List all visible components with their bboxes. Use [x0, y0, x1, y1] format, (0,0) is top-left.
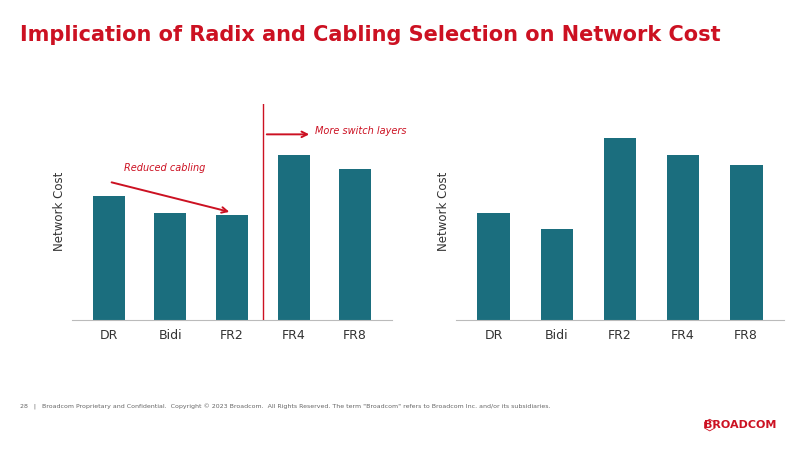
- Bar: [730, 165, 762, 320]
- Bar: [541, 229, 574, 320]
- Bar: [478, 212, 510, 320]
- Text: 64k GPU cluster, 512 radix capable switch: 64k GPU cluster, 512 radix capable switc…: [481, 83, 759, 96]
- Text: More switch layers: More switch layers: [315, 126, 406, 136]
- Text: 32k GPU cluster, 512 radix capable switch: 32k GPU cluster, 512 radix capable switc…: [93, 83, 371, 96]
- Y-axis label: Network Cost: Network Cost: [438, 172, 450, 251]
- Text: BROADCOM: BROADCOM: [704, 420, 776, 430]
- Bar: [278, 155, 310, 320]
- Bar: [666, 155, 699, 320]
- Text: 28   |   Broadcom Proprietary and Confidential.  Copyright © 2023 Broadcom.  All: 28 | Broadcom Proprietary and Confidenti…: [20, 404, 550, 410]
- Bar: [604, 139, 637, 320]
- Bar: [339, 169, 371, 320]
- Text: High Radix + Efficient Cabling = Lowest Latency and Lowest Cost: High Radix + Efficient Cabling = Lowest …: [70, 343, 730, 361]
- Text: Implication of Radix and Cabling Selection on Network Cost: Implication of Radix and Cabling Selecti…: [20, 25, 721, 45]
- Text: Reduced cabling: Reduced cabling: [124, 163, 206, 173]
- Bar: [216, 215, 248, 320]
- Text: ⬡: ⬡: [702, 418, 716, 433]
- Y-axis label: Network Cost: Network Cost: [54, 172, 66, 251]
- Bar: [93, 196, 125, 320]
- Bar: [154, 212, 186, 320]
